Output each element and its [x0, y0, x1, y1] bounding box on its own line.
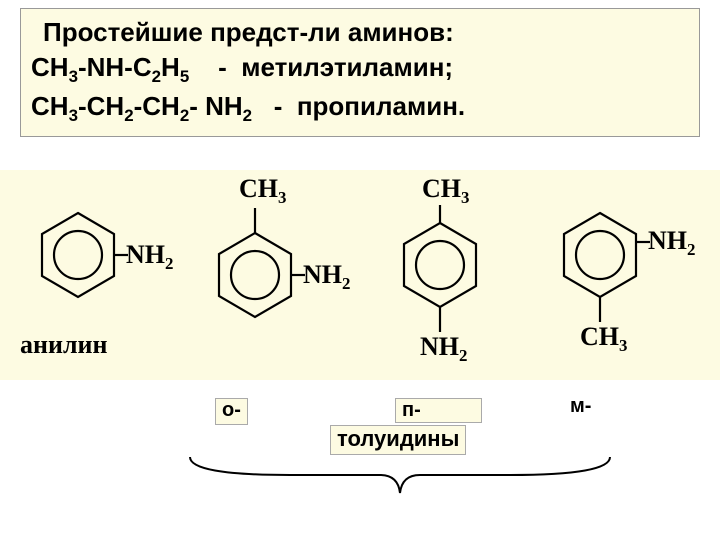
header-box: Простейшие предст-ли аминов: СН3-NH-C2H5…: [20, 8, 700, 137]
p-label-text: п-: [395, 398, 482, 423]
nh2-label: NH2: [648, 226, 695, 260]
toluidines-label: толуидины: [330, 425, 466, 455]
nh2-label: NH2: [420, 332, 467, 366]
ch3-label: CH3: [422, 174, 469, 208]
m-label-text: м-: [570, 395, 591, 417]
line2-name: пропиламин.: [297, 91, 465, 121]
toluidines-text: толуидины: [330, 425, 466, 455]
o-label-text: о-: [215, 398, 248, 425]
nh2-label: NH2: [126, 240, 173, 274]
mol-p-toluidine: CH3 NH2: [380, 170, 530, 380]
m-label: м-: [570, 395, 591, 418]
benzene-ring-icon: [540, 170, 720, 380]
mol-o-toluidine: CH3 NH2: [195, 170, 375, 370]
aniline-caption: анилин: [20, 330, 108, 360]
ch3-label: CH3: [580, 322, 627, 356]
p-label: п-: [395, 398, 482, 423]
mol-m-toluidine: NH2 CH3: [540, 170, 720, 380]
header-title-text: Простейшие предст-ли аминов:: [43, 17, 454, 47]
mol-aniline: NH2 анилин: [18, 170, 188, 370]
header-line1: СН3-NH-C2H5 - метилэтиламин;: [31, 50, 689, 89]
header-title: Простейшие предст-ли аминов:: [31, 15, 689, 50]
ch3-label: CH3: [239, 174, 286, 208]
molecules-band: NH2 анилин CH3 NH2 CH3 NH2 NH2: [0, 170, 720, 380]
o-label: о-: [215, 398, 248, 425]
header-line2: СН3-СН2-СН2- NH2 - пропиламин.: [31, 89, 689, 128]
brace-icon: [180, 455, 620, 505]
nh2-label: NH2: [303, 260, 350, 294]
line1-name: метилэтиламин;: [241, 52, 453, 82]
